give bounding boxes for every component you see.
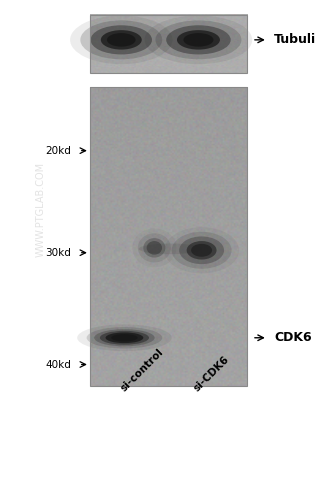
Text: si-control: si-control — [119, 347, 165, 394]
Ellipse shape — [186, 241, 217, 260]
Ellipse shape — [77, 325, 172, 351]
Ellipse shape — [101, 30, 142, 50]
Text: 20kd: 20kd — [45, 146, 71, 156]
Ellipse shape — [107, 33, 136, 47]
Ellipse shape — [138, 233, 171, 262]
Ellipse shape — [80, 20, 162, 59]
Text: 40kd: 40kd — [45, 360, 71, 369]
Ellipse shape — [132, 228, 176, 267]
Text: Tubulin: Tubulin — [274, 34, 315, 46]
Ellipse shape — [191, 244, 212, 257]
Ellipse shape — [155, 20, 241, 59]
Ellipse shape — [183, 33, 214, 47]
Ellipse shape — [177, 30, 220, 50]
Ellipse shape — [146, 241, 162, 255]
Ellipse shape — [70, 16, 173, 64]
Ellipse shape — [100, 331, 149, 345]
Ellipse shape — [166, 25, 231, 54]
Ellipse shape — [91, 25, 152, 54]
Ellipse shape — [172, 232, 232, 269]
Ellipse shape — [145, 16, 252, 64]
Ellipse shape — [87, 327, 162, 348]
Text: CDK6: CDK6 — [274, 331, 312, 344]
Ellipse shape — [143, 238, 165, 258]
Text: 30kd: 30kd — [45, 248, 71, 258]
Ellipse shape — [179, 237, 224, 264]
Ellipse shape — [164, 227, 239, 273]
Text: si-CDK6: si-CDK6 — [192, 354, 231, 394]
Ellipse shape — [94, 329, 155, 347]
Ellipse shape — [106, 332, 143, 343]
Ellipse shape — [139, 243, 202, 254]
Ellipse shape — [111, 334, 138, 342]
Text: WWW.PTGLAB.COM: WWW.PTGLAB.COM — [36, 161, 46, 257]
